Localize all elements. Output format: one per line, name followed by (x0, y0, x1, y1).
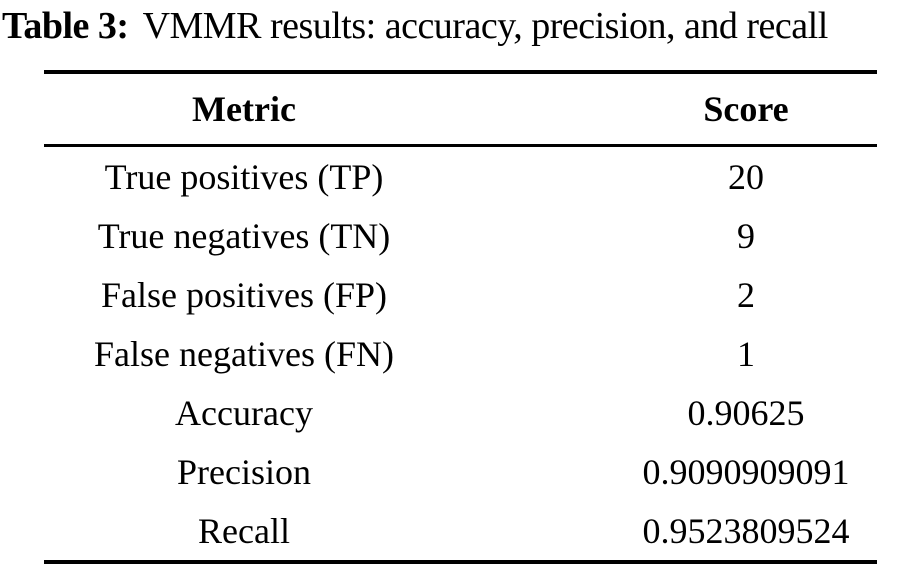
score-cell: 1 (737, 333, 755, 374)
metric-cell: True negatives (TN) (97, 215, 391, 256)
score-cell: 20 (728, 156, 764, 197)
score-cell: 0.90625 (687, 392, 805, 433)
table-row: Accuracy 0.90625 (44, 383, 877, 442)
score-cell: 0.9090909091 (642, 451, 850, 492)
score-cell: 0.9523809524 (642, 510, 850, 551)
column-header-metric: Metric (192, 89, 296, 129)
metric-cell: Precision (177, 451, 311, 492)
table-header: Metric Score (44, 72, 877, 146)
metric-cell: Accuracy (175, 392, 313, 433)
table-row: True positives (TP) 20 (44, 146, 877, 207)
column-header-score: Score (703, 89, 789, 129)
table-body: True positives (TP) 20 True negatives (T… (44, 146, 877, 563)
results-table: Metric Score True positives (TP) 20 True… (44, 70, 877, 564)
table-row: Precision 0.9090909091 (44, 442, 877, 501)
table-row: True negatives (TN) 9 (44, 206, 877, 265)
table-caption-label: Table 3: (2, 5, 129, 47)
table-caption-text: VMMR results: accuracy, precision, and r… (142, 5, 829, 47)
metric-cell: False negatives (FN) (94, 333, 394, 374)
header-row: Metric Score (44, 72, 877, 146)
metric-cell: False positives (FP) (100, 274, 387, 315)
table-row: False positives (FP) 2 (44, 265, 877, 324)
score-cell: 2 (737, 274, 755, 315)
score-cell: 9 (737, 215, 755, 256)
metric-cell: Recall (198, 510, 290, 551)
table-caption: Table 3: VMMR results: accuracy, precisio… (2, 2, 917, 50)
table-row: Recall 0.9523809524 (44, 501, 877, 562)
metric-cell: True positives (TP) (104, 156, 384, 197)
table-row: False negatives (FN) 1 (44, 324, 877, 383)
